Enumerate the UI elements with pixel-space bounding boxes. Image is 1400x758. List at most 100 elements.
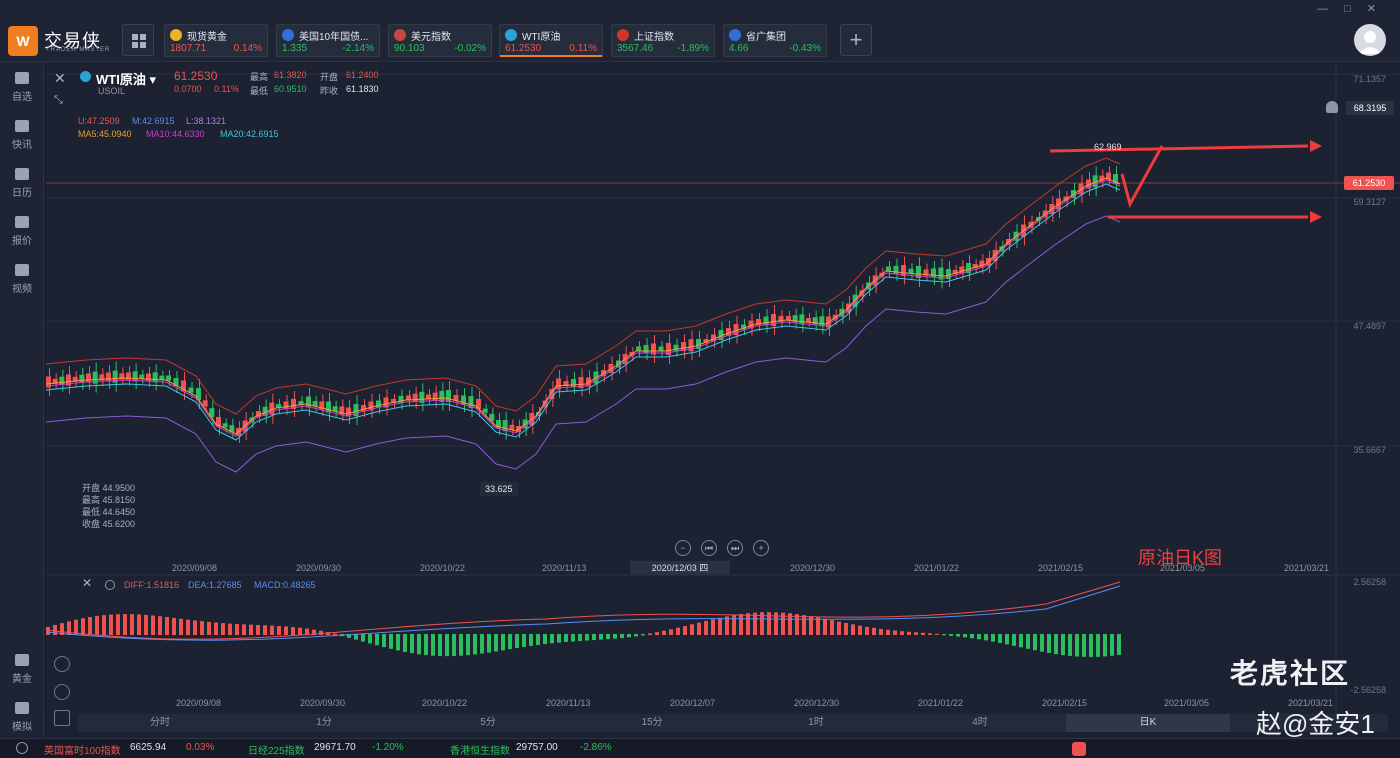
sidebar-item-video[interactable]: 视频 [0, 264, 44, 295]
boll-upper-line [45, 157, 1121, 415]
macd-bar [67, 621, 71, 635]
close-macd-icon[interactable]: ✕ [82, 576, 93, 590]
indicator-tool-icon[interactable] [54, 656, 70, 672]
candle-body [931, 268, 936, 278]
sidebar-item-simulate[interactable]: 模拟 [0, 702, 44, 733]
macd-bar [956, 634, 960, 637]
alert-price[interactable]: 68.3195 [1346, 101, 1394, 115]
macd-bar [970, 634, 974, 639]
sidebar-item-watchlist[interactable]: 自选 [0, 72, 44, 103]
grid-layout-button[interactable] [122, 24, 154, 56]
sidebar-item-news[interactable]: 快讯 [0, 120, 44, 151]
macd-bar [914, 632, 918, 635]
candle-body [756, 319, 761, 325]
forward-button[interactable]: ⏭ [727, 540, 743, 556]
tab-timeframe-5m[interactable]: 5分 [480, 717, 496, 728]
quote-card[interactable]: WTI原油 61.2530 0.11% [499, 24, 603, 57]
x-tick: 2020/11/13 [546, 698, 591, 708]
macd-bar [984, 634, 988, 641]
tab-timeframe-tick[interactable]: 分时 [150, 717, 170, 728]
collapse-icon[interactable]: ⤡ [54, 94, 63, 106]
quote-card[interactable]: 上证指数 3567.46 -1.89% [611, 24, 715, 57]
macd-bar [718, 617, 722, 635]
x-tick: 2020/10/22 [420, 563, 466, 573]
status-index-name[interactable]: 日经225指数 [248, 746, 305, 757]
input-method-icon[interactable] [1072, 742, 1086, 756]
candle-body [563, 381, 569, 386]
candle-body [799, 314, 805, 325]
quote-card[interactable]: 美国10年国债... 1.335 -2.14% [276, 24, 380, 57]
macd-bar [837, 621, 841, 635]
arrow-head [1310, 211, 1322, 223]
candle-body [806, 318, 811, 322]
tab-timeframe-1h[interactable]: 1时 [808, 717, 824, 728]
candle-body [908, 268, 914, 274]
macd-bar [851, 624, 855, 635]
candle-body [696, 339, 701, 349]
candle-body [196, 388, 201, 400]
tab-timeframe-4h[interactable]: 4时 [972, 717, 988, 728]
app-brand: 交易侠 [44, 31, 101, 51]
quote-price: 1807.71 [170, 43, 207, 54]
status-index-name[interactable]: 英国富时100指数 [44, 746, 121, 757]
close-chart-icon[interactable]: ✕ [54, 70, 66, 86]
candle-body [119, 373, 125, 380]
tab-timeframe-15m[interactable]: 15分 [641, 717, 663, 728]
quote-card[interactable]: 现货黄金 1807.71 0.14% [164, 24, 268, 57]
chart-annotation: 原油日K图 [1138, 548, 1223, 568]
candle-body [326, 401, 331, 413]
chart-type-icon[interactable] [54, 710, 70, 726]
timeframe-bar: 分时 1分 5分 15分 1时 4时 日K [78, 714, 1388, 732]
chart-area[interactable] [45, 64, 1400, 714]
macd-bar [312, 629, 316, 635]
macd-bar [942, 634, 946, 636]
candle-body [688, 339, 694, 352]
symbol-name[interactable]: WTI原油 ▾ [96, 72, 156, 87]
wallet-icon [15, 702, 29, 714]
bell-icon[interactable] [1326, 101, 1338, 113]
rewind-button[interactable]: ⏮ [701, 540, 717, 556]
status-index-name[interactable]: 香港恒生指数 [450, 746, 510, 757]
candle-body [852, 294, 858, 307]
tab-timeframe-daily[interactable]: 日K [1066, 714, 1230, 732]
high-value: 61.3820 [274, 70, 307, 80]
macd-bar [1089, 634, 1093, 657]
sidebar-item-quotes[interactable]: 报价 [0, 216, 44, 247]
candle-body [216, 417, 221, 427]
macd-bar [935, 633, 939, 635]
draw-tool-icon[interactable] [54, 684, 70, 700]
quote-card[interactable]: 省广集团 4.66 -0.43% [723, 24, 827, 57]
candle-body [703, 339, 709, 343]
change-abs: 0.0700 [174, 84, 202, 94]
candle-body [966, 263, 971, 273]
quote-price: 61.2530 [505, 43, 542, 54]
user-avatar[interactable] [1354, 24, 1386, 56]
sidebar-item-calendar[interactable]: 日历 [0, 168, 44, 199]
macd-bar [1047, 634, 1051, 653]
macd-bar [893, 630, 897, 635]
macd-bar [214, 622, 218, 635]
candle-body [159, 375, 165, 380]
sidebar-item-gold[interactable]: 黄金 [0, 654, 44, 685]
app-logo[interactable]: W [8, 26, 38, 56]
kline-chart[interactable] [45, 64, 1400, 714]
settings-icon[interactable] [105, 580, 115, 590]
macd-bar [284, 626, 288, 635]
grid-icon [132, 34, 138, 40]
macd-bar [928, 633, 932, 635]
zoom-out-button[interactable]: − [675, 540, 691, 556]
add-quote-button[interactable]: + [840, 24, 872, 56]
macd-bar [606, 634, 610, 640]
candle-body [439, 390, 445, 402]
x-tick: 2020/09/30 [296, 563, 342, 573]
zoom-in-button[interactable]: + [753, 540, 769, 556]
macd-bar [53, 625, 57, 635]
tab-timeframe-1m[interactable]: 1分 [316, 717, 332, 728]
candle-body [79, 374, 85, 383]
headset-icon[interactable] [16, 742, 28, 754]
window-controls[interactable]: —□✕ [1317, 3, 1392, 15]
candle-body [1113, 174, 1118, 184]
quote-card[interactable]: 美元指数 90.103 -0.02% [388, 24, 492, 57]
macd-bar [753, 612, 757, 635]
macd-bar [669, 629, 673, 635]
